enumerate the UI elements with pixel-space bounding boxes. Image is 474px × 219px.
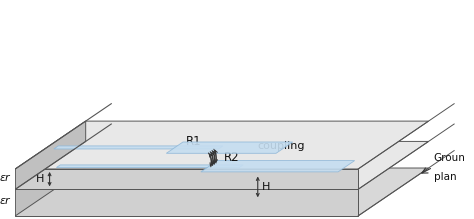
Polygon shape — [166, 142, 292, 153]
Polygon shape — [15, 121, 86, 189]
Text: Groun: Groun — [434, 153, 466, 163]
Text: H: H — [262, 182, 271, 192]
Text: coupling: coupling — [258, 141, 305, 151]
Polygon shape — [15, 169, 358, 189]
Polygon shape — [15, 141, 428, 189]
FancyArrowPatch shape — [212, 150, 216, 163]
Text: εr: εr — [0, 173, 10, 183]
Polygon shape — [15, 189, 358, 216]
Polygon shape — [201, 161, 355, 172]
FancyArrowPatch shape — [211, 153, 214, 166]
FancyArrowPatch shape — [210, 152, 214, 165]
FancyArrowPatch shape — [213, 152, 216, 164]
Polygon shape — [54, 146, 223, 149]
Polygon shape — [56, 165, 243, 168]
FancyArrowPatch shape — [209, 153, 213, 166]
Text: εr: εr — [0, 196, 10, 206]
Polygon shape — [15, 141, 86, 216]
FancyArrowPatch shape — [214, 149, 218, 162]
Polygon shape — [15, 168, 428, 216]
FancyArrowPatch shape — [215, 150, 217, 163]
Text: plan: plan — [434, 172, 456, 182]
FancyArrowPatch shape — [210, 154, 212, 167]
Text: R2: R2 — [224, 151, 240, 164]
Text: R1: R1 — [186, 135, 201, 148]
Polygon shape — [15, 121, 428, 169]
Text: H: H — [36, 174, 44, 184]
